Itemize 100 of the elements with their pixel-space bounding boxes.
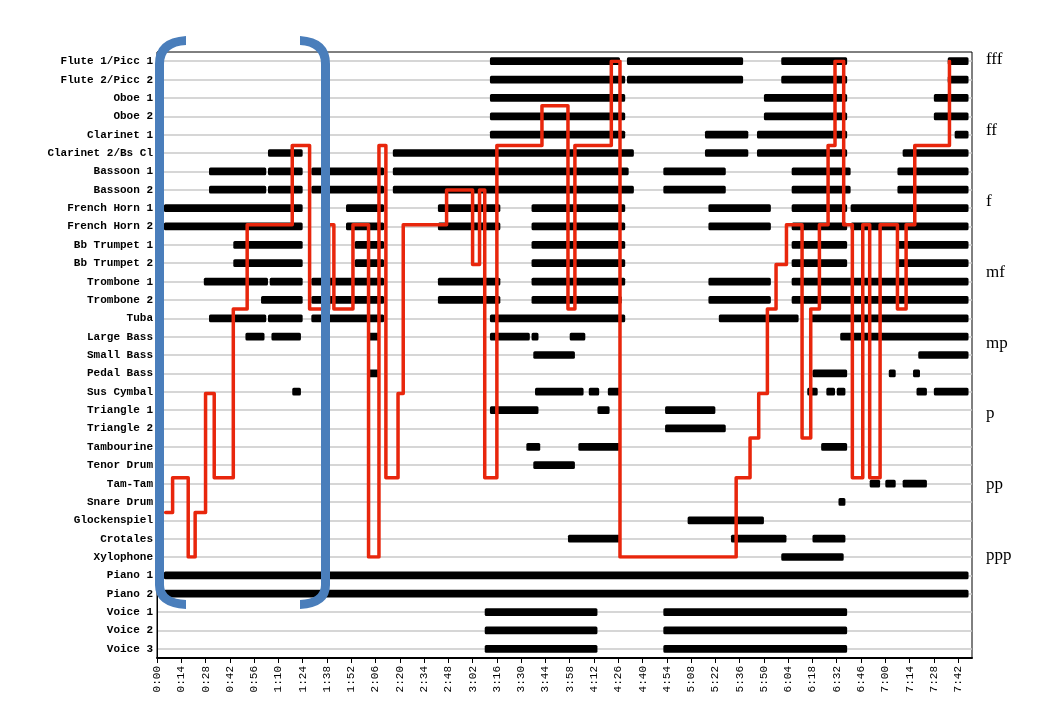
y-tick-label: Pedal Bass	[86, 367, 153, 380]
x-tick-label: 2:06	[369, 666, 382, 693]
bar	[663, 644, 848, 653]
bar	[933, 94, 969, 102]
x-tick-label: 3:44	[539, 665, 552, 693]
bar	[437, 296, 501, 304]
x-tick-label: 6:46	[855, 666, 868, 693]
bar	[489, 406, 539, 414]
y-tick-label: Crotales	[100, 532, 153, 545]
x-tick-label: 2:20	[393, 666, 406, 693]
x-tick-label: 7:14	[903, 665, 916, 693]
x-tick-label: 1:38	[320, 666, 333, 693]
x-tick-label: 4:40	[636, 666, 649, 693]
text: ff	[986, 120, 998, 140]
x-tick-label: 6:32	[830, 666, 843, 693]
x-tick-label: 2:48	[442, 666, 455, 693]
bar	[663, 608, 848, 616]
x-tick-label: 3:16	[490, 666, 503, 693]
text: p	[986, 403, 995, 423]
bar	[489, 314, 626, 323]
text: pp	[986, 474, 1003, 494]
bar	[535, 387, 584, 396]
bar	[763, 94, 848, 102]
x-tick-label: 5:36	[733, 666, 746, 693]
bar	[267, 149, 303, 157]
bar	[531, 259, 626, 268]
bar	[233, 259, 303, 268]
bar	[526, 442, 541, 451]
text: mf	[986, 261, 1006, 281]
bar	[665, 406, 716, 414]
bar	[261, 296, 303, 304]
bar	[209, 167, 267, 176]
bar	[267, 185, 303, 194]
bar	[897, 240, 969, 249]
y-tick-label: Tenor Drum	[86, 459, 154, 472]
bar	[626, 75, 744, 84]
x-tick-label: 7:28	[927, 666, 940, 693]
bar	[392, 149, 634, 157]
x-tick-label: 1:10	[272, 666, 285, 693]
bar	[756, 149, 848, 157]
bar	[704, 149, 749, 157]
y-tick-label: Trombone 2	[86, 293, 153, 306]
bar	[163, 571, 969, 580]
y-tick-label: French Horn 2	[67, 220, 153, 233]
x-tick-label: 1:24	[296, 665, 309, 693]
y-tick-label: Bb Trumpet 1	[73, 238, 154, 251]
bar	[665, 424, 726, 433]
y-tick-label: Trombone 1	[86, 275, 154, 288]
y-tick-label: Piano 1	[106, 569, 154, 582]
bar	[663, 185, 726, 194]
bar	[812, 534, 846, 543]
bar	[531, 240, 626, 249]
bar	[489, 94, 626, 102]
bar	[897, 185, 969, 194]
y-tick-label: Bb Trumpet 2	[73, 257, 153, 270]
y-tick-label: Triangle 1	[86, 404, 154, 417]
y-tick-label: Piano 2	[106, 587, 153, 600]
bar	[718, 314, 799, 323]
y-tick-label: Oboe 1	[113, 91, 154, 104]
bar	[597, 406, 610, 414]
bar	[763, 112, 848, 121]
bar	[850, 204, 969, 212]
x-tick-label: 3:02	[466, 666, 479, 693]
bar	[489, 112, 626, 121]
x-tick-label: 4:12	[587, 666, 600, 693]
y-tick-label: Small Bass	[86, 349, 153, 361]
y-tick-label: Triangle 2	[86, 422, 153, 435]
bar	[163, 589, 969, 598]
y-tick-label: Voice 1	[106, 606, 154, 619]
x-tick-label: 0:28	[199, 666, 212, 693]
bar	[918, 351, 969, 359]
y-tick-label: Clarinet 1	[86, 128, 154, 141]
bar	[245, 332, 265, 341]
bar	[708, 296, 771, 304]
x-tick-label: 0:00	[151, 666, 163, 693]
y-tick-label: French Horn 1	[67, 202, 154, 215]
y-tick-label: Flute 1/Picc 1	[60, 55, 154, 68]
y-tick-label: Sus Cymbal	[86, 385, 154, 398]
bar	[209, 185, 267, 194]
bar	[484, 608, 598, 616]
x-tick-label: 7:00	[879, 666, 892, 693]
bar	[933, 387, 969, 396]
bar	[271, 332, 301, 341]
x-tick-label: 5:08	[685, 666, 698, 693]
bar	[209, 314, 267, 323]
x-tick-label: 3:58	[563, 666, 576, 693]
y-tick-label: Xylophone	[93, 551, 154, 563]
y-tick-label: Clarinet 2/Bs Cl	[47, 147, 154, 159]
bar	[484, 644, 598, 653]
bar	[687, 516, 764, 525]
bar	[578, 442, 620, 451]
bar	[269, 277, 303, 286]
x-tick-label: 0:14	[175, 665, 188, 693]
text: mp	[986, 332, 1008, 352]
y-tick-label: Tambourine	[86, 440, 154, 453]
text: fff	[986, 49, 1003, 69]
bar	[947, 57, 969, 66]
bar	[531, 204, 626, 212]
y-tick-label: Voice 2	[106, 624, 153, 637]
y-tick-label: Bassoon 2	[93, 183, 153, 196]
